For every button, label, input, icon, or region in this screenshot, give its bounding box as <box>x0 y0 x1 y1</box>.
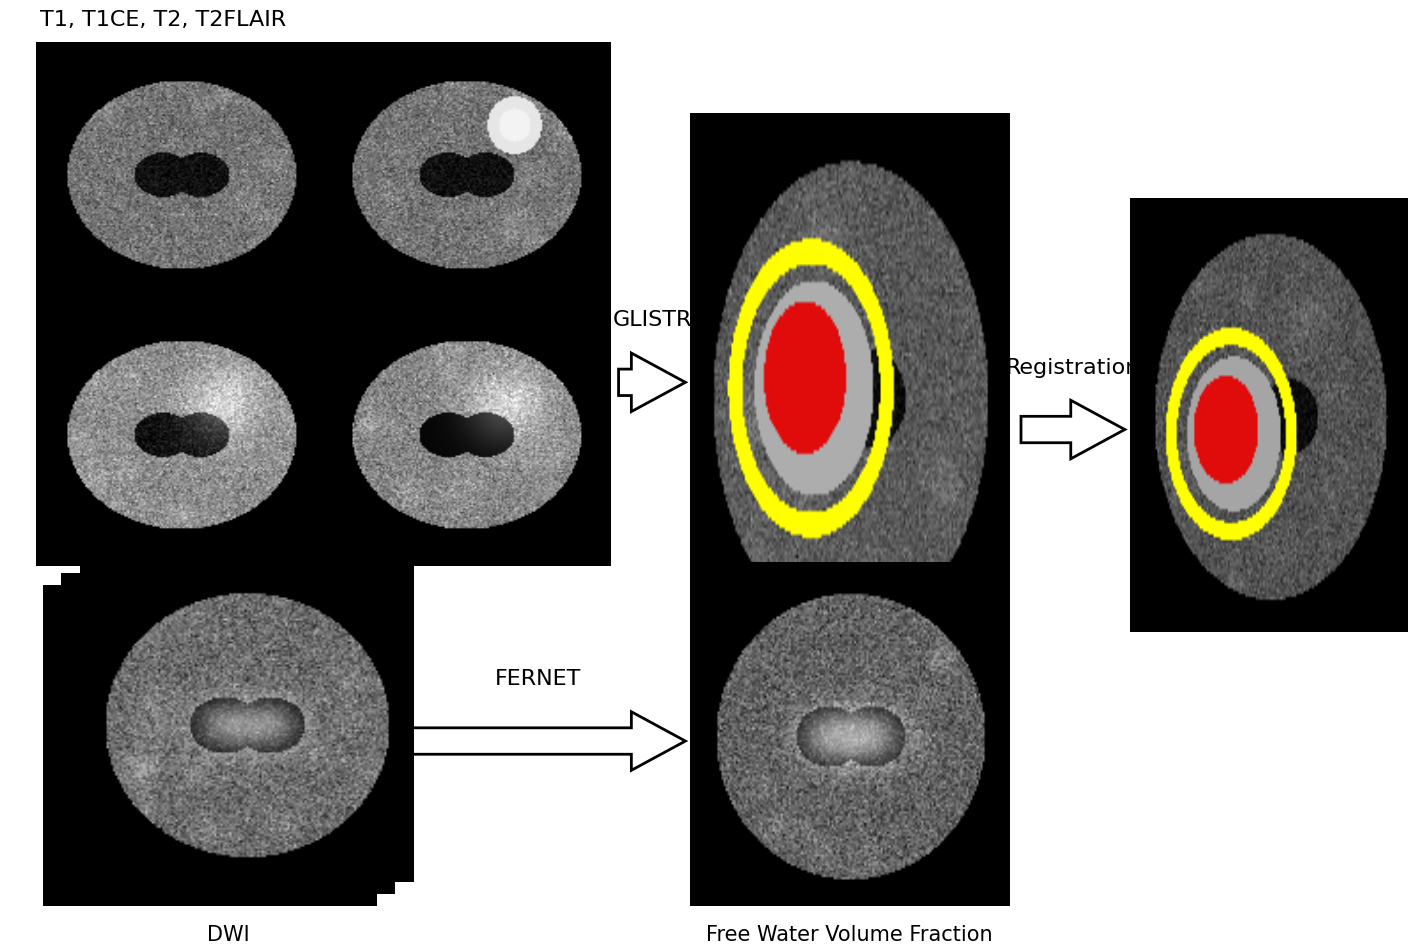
Text: GLISTR: GLISTR <box>613 311 691 330</box>
Polygon shape <box>619 353 685 412</box>
Text: Free Water Volume Fraction: Free Water Volume Fraction <box>707 925 993 944</box>
Text: DWI: DWI <box>208 925 249 944</box>
Text: FERNET: FERNET <box>495 669 582 689</box>
Polygon shape <box>391 712 685 770</box>
Text: T1, T1CE, T2, T2FLAIR: T1, T1CE, T2, T2FLAIR <box>40 10 286 30</box>
Text: Registration: Registration <box>1005 358 1140 378</box>
Polygon shape <box>1021 400 1125 459</box>
